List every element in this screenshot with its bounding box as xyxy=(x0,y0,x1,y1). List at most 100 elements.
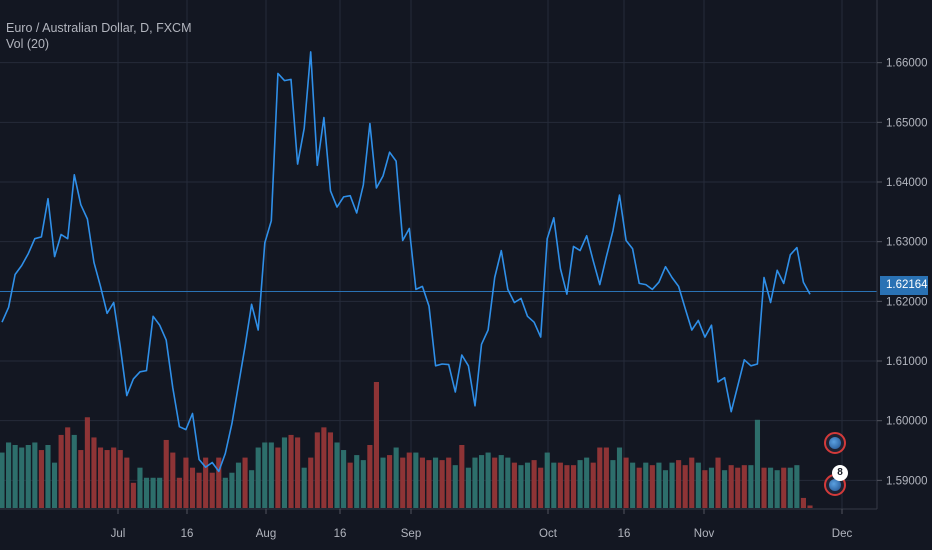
volume-bar xyxy=(354,455,360,508)
volume-bar xyxy=(531,460,537,508)
volume-bar xyxy=(656,462,662,508)
volume-bar xyxy=(485,452,491,508)
volume-bar xyxy=(459,445,465,508)
volume-bar xyxy=(505,457,511,508)
volume-bar xyxy=(800,497,806,508)
volume-bar xyxy=(676,460,682,508)
volume-bar xyxy=(275,447,281,508)
volume-bar xyxy=(183,457,189,508)
x-axis[interactable]: Jul 16 Aug 16 Sep Oct 16 Nov Dec xyxy=(111,509,853,540)
volume-bar xyxy=(262,442,268,508)
grid-lines xyxy=(0,0,877,509)
volume-bar xyxy=(334,442,340,508)
volume-bar xyxy=(393,447,399,508)
volume-bar xyxy=(387,455,393,508)
x-tick-label: Nov xyxy=(694,528,715,540)
x-tick-label: Sep xyxy=(401,528,421,540)
volume-bar xyxy=(538,467,544,508)
chart-legend: Euro / Australian Dollar, D, FXCM Vol (2… xyxy=(6,20,191,52)
volume-bar xyxy=(662,470,669,508)
volume-bar xyxy=(551,462,557,508)
event-count-badge[interactable]: 8 xyxy=(832,465,848,481)
volume-bar xyxy=(367,445,373,508)
volume-bar xyxy=(71,434,77,508)
volume-bar xyxy=(373,382,380,508)
volume-bar xyxy=(216,457,222,508)
volume-bar xyxy=(58,434,64,508)
volume-bar xyxy=(268,442,274,508)
volume-bar xyxy=(157,477,163,508)
volume-bar xyxy=(32,442,38,508)
volume-bar xyxy=(124,457,130,508)
volume-bar xyxy=(65,427,71,508)
volume-bar xyxy=(478,455,485,508)
x-tick-label: Aug xyxy=(256,528,276,540)
event-markers[interactable]: 8 xyxy=(822,432,850,504)
volume-bar xyxy=(715,457,721,508)
volume-bar xyxy=(281,437,288,508)
volume-bar xyxy=(25,445,31,508)
volume-bar xyxy=(781,467,787,508)
y-tick-label: 1.60000 xyxy=(886,416,928,428)
volume-bar xyxy=(597,447,603,508)
y-tick-label: 1.63000 xyxy=(886,237,928,249)
volume-bar xyxy=(38,450,44,508)
volume-bar xyxy=(794,465,800,508)
last-price-label: 1.62164 xyxy=(880,276,928,295)
volume-bar xyxy=(189,467,196,508)
volume-bar xyxy=(623,457,629,508)
volume-bar xyxy=(104,450,110,508)
volume-bar xyxy=(78,450,84,508)
volume-bar xyxy=(51,462,58,508)
volume-bar xyxy=(465,467,471,508)
volume-bar xyxy=(590,462,596,508)
volume-bar xyxy=(682,465,688,508)
x-tick-label: Jul xyxy=(111,528,126,540)
volume-bar xyxy=(728,465,734,508)
volume-bar xyxy=(564,465,570,508)
volume-bar xyxy=(130,482,136,508)
volume-bar xyxy=(19,447,25,508)
symbol-title[interactable]: Euro / Australian Dollar, D, FXCM xyxy=(6,21,192,35)
volume-bar xyxy=(308,457,314,508)
flag-icon[interactable] xyxy=(824,432,846,454)
volume-bar xyxy=(12,445,18,508)
volume-bar xyxy=(452,465,458,508)
volume-bar xyxy=(774,470,780,508)
volume-bar xyxy=(649,465,655,508)
volume-bar xyxy=(722,470,728,508)
volume-bar xyxy=(748,465,754,508)
x-tick-label: Dec xyxy=(832,528,853,540)
volume-bar xyxy=(242,457,248,508)
volume-bar xyxy=(143,477,150,508)
volume-bar xyxy=(137,467,143,508)
volume-bar xyxy=(196,472,202,508)
volume-bar xyxy=(807,505,813,508)
volume-bar xyxy=(117,450,123,508)
volume-bar xyxy=(288,434,294,508)
x-tick-label: 16 xyxy=(618,528,631,540)
volume-bar xyxy=(229,472,235,508)
volume-bar xyxy=(97,447,104,508)
volume-bar xyxy=(754,419,761,508)
volume-indicator-label[interactable]: Vol (20) xyxy=(6,37,50,51)
volume-bar xyxy=(91,437,97,508)
volume-bar xyxy=(643,462,649,508)
volume-bar xyxy=(787,467,793,508)
volume-bar xyxy=(360,460,366,508)
volume-bar xyxy=(84,417,90,508)
volume-bar xyxy=(426,460,432,508)
volume-bar xyxy=(689,457,695,508)
volume-bar xyxy=(472,457,478,508)
volume-bars xyxy=(0,382,813,508)
volume-bar xyxy=(400,457,406,508)
volume-bar xyxy=(321,427,327,508)
y-tick-label: 1.61000 xyxy=(886,356,928,368)
volume-bar xyxy=(511,462,517,508)
x-tick-label: 16 xyxy=(181,528,194,540)
volume-bar xyxy=(702,470,708,508)
volume-bar xyxy=(170,452,176,508)
y-axis[interactable]: 1.59000 1.60000 1.61000 1.62000 1.63000 1.640… xyxy=(877,58,928,488)
price-series-line xyxy=(1,51,811,473)
